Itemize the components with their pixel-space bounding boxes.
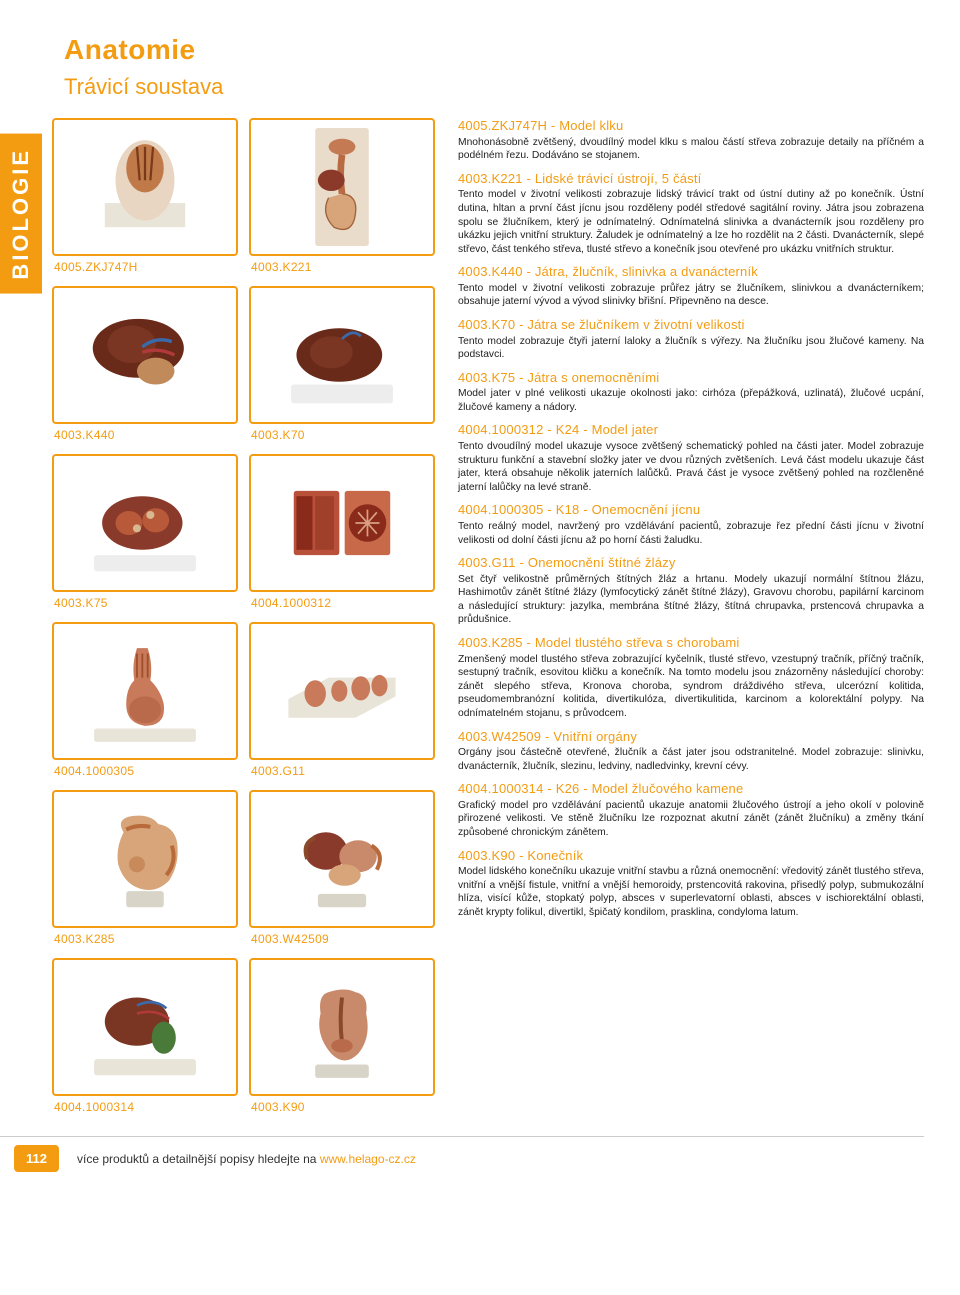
entry-body: Tento model zobrazuje čtyři jaterní lalo…	[458, 335, 924, 362]
product-code: 4003.K221	[251, 260, 440, 274]
entry-body: Mnohonásobně zvětšený, dvoudílný model k…	[458, 136, 924, 163]
entry-code: 4003.K90	[458, 848, 515, 863]
product-entry: 4003.G11 - Onemocnění štítné žlázy Set č…	[458, 555, 924, 627]
page-number: 112	[14, 1145, 59, 1172]
product-image	[52, 958, 238, 1096]
entry-title: Lidské trávicí ústrojí, 5 částí	[535, 171, 702, 186]
entry-code: 4003.K75	[458, 370, 515, 385]
entry-title: Vnitřní orgány	[553, 729, 637, 744]
entry-title: Onemocnění štítné žlázy	[528, 555, 676, 570]
footer-link[interactable]: www.helago-cz.cz	[320, 1152, 416, 1166]
entry-body: Orgány jsou částečně otevřené, žlučník a…	[458, 746, 924, 773]
catalog-header: Anatomie	[64, 34, 924, 66]
entry-code: 4003.K440	[458, 264, 523, 279]
entry-title: Játra s onemocněními	[527, 370, 659, 385]
description-column: 4005.ZKJ747H - Model klku Mnohonásobně z…	[458, 118, 924, 1124]
product-image	[249, 958, 435, 1096]
entry-body: Model lidského konečníku ukazuje vnitřní…	[458, 865, 924, 919]
entry-code: 4003.G11	[458, 555, 516, 570]
entry-body: Tento model v životní velikosti zobrazuj…	[458, 188, 924, 256]
product-code: 4004.1000305	[54, 764, 243, 778]
product-image	[249, 454, 435, 592]
product-image	[249, 790, 435, 928]
entry-code: 4005.ZKJ747H	[458, 118, 547, 133]
footer-text: více produktů a detailnější popisy hlede…	[77, 1152, 320, 1166]
product-image	[249, 622, 435, 760]
product-entry: 4003.K440 - Játra, žlučník, slinivka a d…	[458, 264, 924, 309]
product-code: 4003.K70	[251, 428, 440, 442]
product-grid: 4005.ZKJ747H 4003.K221 4003.K440	[52, 118, 440, 1124]
entry-code: 4003.K221	[458, 171, 523, 186]
product-code: 4004.1000314	[54, 1100, 243, 1114]
entry-body: Grafický model pro vzdělávání pacientů u…	[458, 799, 924, 840]
entry-code: 4004.1000305	[458, 502, 544, 517]
entry-title: K24 - Model jater	[556, 422, 658, 437]
product-code: 4004.1000312	[251, 596, 440, 610]
entry-title: Model klku	[559, 118, 623, 133]
entry-code: 4003.W42509	[458, 729, 541, 744]
product-code: 4005.ZKJ747H	[54, 260, 243, 274]
entry-body: Tento reálný model, navržený pro vzděláv…	[458, 520, 924, 547]
product-code: 4003.K90	[251, 1100, 440, 1114]
entry-code: 4004.1000314	[458, 781, 544, 796]
entry-title: Játra, žlučník, slinivka a dvanácterník	[535, 264, 758, 279]
product-entry: 4003.K221 - Lidské trávicí ústrojí, 5 čá…	[458, 171, 924, 256]
product-code: 4003.G11	[251, 764, 440, 778]
product-image	[52, 286, 238, 424]
entry-title: Játra se žlučníkem v životní velikosti	[527, 317, 744, 332]
product-entry: 4003.K70 - Játra se žlučníkem v životní …	[458, 317, 924, 362]
catalog-subheader: Trávicí soustava	[64, 74, 924, 100]
product-image	[249, 286, 435, 424]
category-tab: BIOLOGIE	[0, 134, 42, 294]
product-image	[52, 622, 238, 760]
entry-code: 4003.K70	[458, 317, 515, 332]
entry-body: Model jater v plné velikosti ukazuje oko…	[458, 387, 924, 414]
product-code: 4003.K75	[54, 596, 243, 610]
product-entry: 4004.1000314 - K26 - Model žlučového kam…	[458, 781, 924, 839]
product-image	[52, 118, 238, 256]
product-image	[52, 790, 238, 928]
entry-body: Zmenšený model tlustého střeva zobrazují…	[458, 653, 924, 721]
entry-body: Tento dvoudílný model ukazuje vysoce zvě…	[458, 440, 924, 494]
product-entry: 4003.K285 - Model tlustého střeva s chor…	[458, 635, 924, 720]
product-code: 4003.K285	[54, 932, 243, 946]
entry-title: Konečník	[527, 848, 583, 863]
product-entry: 4005.ZKJ747H - Model klku Mnohonásobně z…	[458, 118, 924, 163]
product-image	[52, 454, 238, 592]
product-entry: 4003.W42509 - Vnitřní orgány Orgány jsou…	[458, 729, 924, 774]
product-code: 4003.K440	[54, 428, 243, 442]
product-entry: 4004.1000312 - K24 - Model jater Tento d…	[458, 422, 924, 494]
product-entry: 4003.K90 - Konečník Model lidského koneč…	[458, 848, 924, 920]
entry-body: Tento model v životní velikosti zobrazuj…	[458, 282, 924, 309]
product-entry: 4003.K75 - Játra s onemocněními Model ja…	[458, 370, 924, 415]
product-code: 4003.W42509	[251, 932, 440, 946]
product-entry: 4004.1000305 - K18 - Onemocnění jícnu Te…	[458, 502, 924, 547]
entry-body: Set čtyř velikostně průměrných štítných …	[458, 573, 924, 627]
entry-title: K18 - Onemocnění jícnu	[556, 502, 701, 517]
entry-title: Model tlustého střeva s chorobami	[535, 635, 740, 650]
entry-code: 4004.1000312	[458, 422, 544, 437]
entry-code: 4003.K285	[458, 635, 523, 650]
entry-title: K26 - Model žlučového kamene	[556, 781, 744, 796]
product-image	[249, 118, 435, 256]
page-footer: 112 více produktů a detailnější popisy h…	[0, 1136, 924, 1180]
